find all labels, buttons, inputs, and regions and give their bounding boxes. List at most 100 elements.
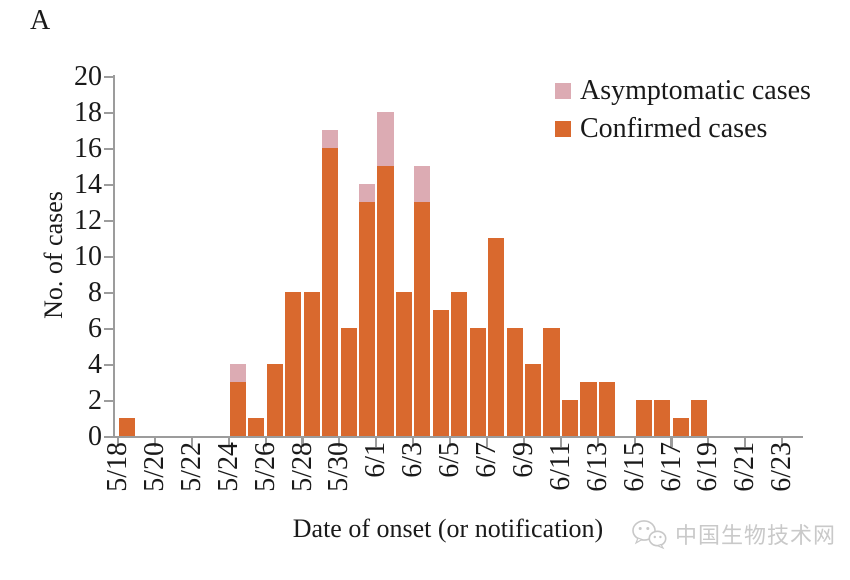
bar-segment-confirmed	[432, 310, 449, 436]
x-tick-5/26	[264, 438, 267, 447]
bar-6/6	[469, 328, 486, 436]
y-tick-4	[104, 363, 113, 367]
bar-5/29	[322, 130, 339, 436]
y-tick-label-8: 8	[88, 277, 102, 308]
y-tick-0	[104, 435, 113, 439]
bar-segment-confirmed	[543, 328, 560, 436]
x-tick-5/20	[153, 438, 156, 447]
bar-6/11	[561, 400, 579, 436]
legend-label: Confirmed cases	[580, 113, 768, 144]
bar-segment-confirmed	[451, 292, 468, 436]
bar-segment-asymptomatic	[322, 130, 339, 148]
y-tick-label-0: 0	[88, 421, 102, 452]
x-tick-5/22	[190, 438, 193, 447]
y-axis-line	[113, 75, 116, 438]
x-axis-line	[113, 436, 803, 439]
bar-6/13	[598, 382, 615, 436]
bar-6/8	[506, 328, 523, 436]
bar-segment-confirmed	[248, 418, 265, 436]
y-tick-label-12: 12	[74, 205, 102, 236]
bar-segment-confirmed	[340, 328, 357, 436]
bar-segment-confirmed	[635, 400, 652, 436]
bar-segment-confirmed	[266, 364, 283, 436]
bar-5/28	[303, 292, 320, 436]
bar-segment-confirmed	[580, 382, 597, 436]
y-tick-label-10: 10	[74, 241, 102, 272]
y-tick-10	[104, 255, 113, 259]
bar-6/18	[691, 400, 708, 436]
x-tick-6/19	[707, 438, 710, 447]
wechat-icon	[632, 520, 667, 550]
x-tick-6/1	[375, 438, 378, 447]
x-tick-label-5/18: 5/18	[102, 442, 133, 492]
bar-segment-confirmed	[119, 418, 136, 436]
bar-6/9	[525, 364, 542, 436]
legend-row: Asymptomatic cases	[555, 74, 811, 108]
bar-segment-asymptomatic	[229, 364, 246, 382]
bar-6/5	[451, 292, 468, 436]
bar-segment-asymptomatic	[377, 112, 394, 166]
bar-segment-confirmed	[488, 238, 505, 436]
bar-segment-confirmed	[654, 400, 671, 436]
bar-segment-confirmed	[322, 148, 339, 436]
x-tick-5/18	[116, 438, 120, 447]
bar-segment-confirmed	[598, 382, 615, 436]
bar-6/12	[580, 382, 597, 436]
x-tick-6/3	[412, 438, 415, 447]
bar-6/1	[377, 112, 394, 436]
bar-5/26	[266, 364, 283, 436]
bar-segment-confirmed	[377, 166, 394, 436]
x-tick-6/21	[744, 438, 747, 447]
bar-6/2	[395, 292, 413, 436]
bar-segment-confirmed	[285, 292, 302, 436]
x-tick-label-5/20: 5/20	[138, 442, 170, 492]
x-tick-6/13	[596, 438, 599, 447]
bar-6/4	[432, 310, 449, 436]
panel-label: A	[30, 5, 51, 36]
legend-swatch	[555, 83, 571, 99]
x-tick-6/23	[781, 438, 784, 447]
y-tick-label-2: 2	[88, 385, 102, 416]
x-tick-label-5/22: 5/22	[175, 442, 207, 492]
y-tick-12	[104, 219, 113, 223]
legend: Asymptomatic cases Confirmed cases	[555, 74, 811, 146]
y-tick-14	[104, 183, 113, 187]
x-tick-label-5/24: 5/24	[212, 442, 244, 492]
x-tick-6/15	[633, 438, 636, 447]
bar-segment-confirmed	[691, 400, 708, 436]
y-tick-label-18: 18	[74, 97, 102, 128]
bar-5/31	[358, 184, 376, 436]
x-tick-6/5	[449, 438, 452, 447]
bar-6/10	[543, 328, 560, 436]
watermark: 中国生物技术网	[631, 518, 836, 550]
bar-segment-asymptomatic	[414, 166, 431, 202]
y-tick-20	[104, 75, 113, 79]
y-tick-label-6: 6	[88, 313, 102, 344]
x-tick-6/11	[559, 438, 562, 447]
y-tick-8	[104, 291, 113, 295]
x-tick-5/30	[338, 438, 341, 447]
bar-segment-confirmed	[561, 400, 579, 436]
y-tick-18	[104, 111, 113, 115]
bar-segment-confirmed	[303, 292, 320, 436]
x-tick-6/7	[485, 438, 489, 447]
x-tick-5/28	[301, 438, 304, 447]
bar-segment-confirmed	[506, 328, 523, 436]
legend-swatch	[555, 121, 571, 137]
bar-5/25	[248, 418, 265, 436]
bar-5/30	[340, 328, 357, 436]
legend-label: Asymptomatic cases	[580, 75, 811, 106]
bar-segment-confirmed	[395, 292, 413, 436]
bar-6/15	[635, 400, 652, 436]
x-axis-title: Date of onset (or notification)	[292, 514, 604, 543]
y-tick-label-4: 4	[88, 349, 102, 380]
watermark-text: 中国生物技术网	[675, 523, 837, 548]
bar-5/24	[229, 364, 246, 436]
y-tick-6	[104, 327, 113, 331]
bar-segment-confirmed	[525, 364, 542, 436]
y-tick-2	[104, 399, 113, 403]
y-tick-label-14: 14	[74, 169, 102, 200]
bar-5/27	[285, 292, 302, 436]
x-tick-5/24	[227, 438, 230, 447]
bar-segment-asymptomatic	[358, 184, 376, 202]
